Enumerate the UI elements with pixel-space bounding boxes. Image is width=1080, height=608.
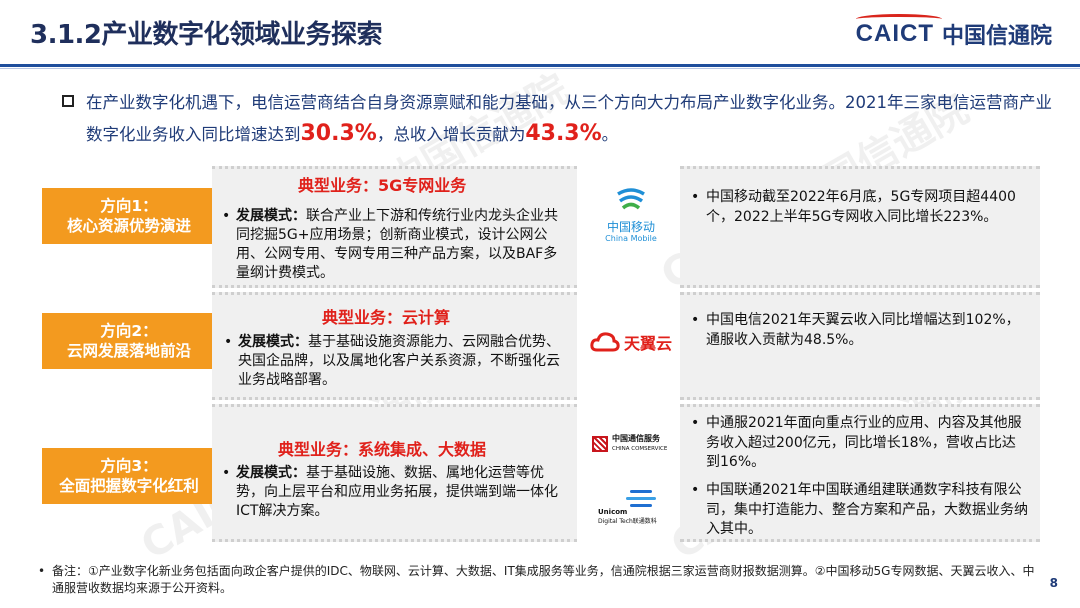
china-mobile-logo: 中国移动 China Mobile <box>598 186 664 246</box>
header-divider-thin <box>0 68 1080 69</box>
square-bullet-icon <box>62 95 74 107</box>
brand-en: CAICT <box>855 14 942 48</box>
mode-text: 联合产业上下游和传统行业内龙头企业共同挖掘5G+应用场景；创新商业模式，设计公网… <box>236 208 558 281</box>
page-title: 3.1.2产业数字化领域业务探索 <box>30 20 383 50</box>
direction-3-business-panel <box>212 404 577 542</box>
direction-1-result-panel <box>680 166 1040 288</box>
growth-rate-value: 30.3% <box>300 121 377 146</box>
direction-1-name: 核心资源优势演进 <box>66 217 191 235</box>
caict-logo: CAICT 中国信通院 <box>855 14 1052 50</box>
direction-2-number: 方向2： <box>100 322 158 340</box>
page-number: 8 <box>1049 576 1058 590</box>
footnote: • 备注：①产业数字化新业务包括面向政企客户提供的IDC、物联网、云计算、大数据、… <box>38 564 1035 595</box>
slide-header: 3.1.2产业数字化领域业务探索 CAICT 中国信通院 <box>0 0 1080 66</box>
china-comservice-logo: 中国通信服务 CHINA COMSERVICE <box>592 432 678 456</box>
header-divider <box>0 64 1080 67</box>
unicom-en: Unicom <box>598 508 628 516</box>
mode-label: 发展模式： <box>236 208 306 224</box>
comservice-icon <box>592 436 608 452</box>
direction-3-box: 方向3： 全面把握数字化红利 <box>42 448 216 504</box>
direction-3-note-2: • 中国联通2021年中国联通组建联通数字科技有限公司，集中打造能力、整合方案和产… <box>691 482 1028 537</box>
unicom-digital-tech-logo: Unicom Digital Tech联通数科 <box>596 488 676 525</box>
intro-text-3: 。 <box>601 125 619 144</box>
direction-3-mode: • 发展模式：基于基础设施、数据、属地化运营等优势，向上层平台和应用业务拓展，提供… <box>222 465 558 519</box>
direction-3-number: 方向3： <box>100 457 158 475</box>
direction-3-name: 全面把握数字化红利 <box>59 477 199 495</box>
direction-2-business-title: 典型业务：云计算 <box>322 308 451 327</box>
intro-paragraph: 在产业数字化机遇下，电信运营商结合自身资源禀赋和能力基础，从三个方向大力布局产业… <box>86 87 1056 150</box>
direction-3-business-title: 典型业务：系统集成、大数据 <box>278 440 487 459</box>
direction-1-box: 方向1： 核心资源优势演进 <box>42 188 216 244</box>
intro-text-2: ，总收入增长贡献为 <box>376 125 526 144</box>
direction-3-result-panel <box>680 404 1040 542</box>
mode-label: 发展模式： <box>236 465 306 481</box>
direction-3-note-1: • 中通服2021年面向重点行业的应用、内容及其他服务收入超过200亿元，同比增长… <box>691 415 1022 470</box>
direction-1-business-panel <box>212 166 577 288</box>
cloud-icon <box>590 332 620 352</box>
direction-2-mode: • 发展模式：基于基础设施资源能力、云网融合优势、央国企品牌，以及属地化客户关系资… <box>224 334 560 388</box>
intro-text-1: 在产业数字化机遇下，电信运营商结合自身资源禀赋和能力基础，从三个方向大力布局产业… <box>86 93 1052 144</box>
direction-2-result-panel <box>680 292 1040 400</box>
brand-cn: 中国信通院 <box>941 24 1052 49</box>
unicom-sub: Digital Tech联通数科 <box>598 518 657 525</box>
direction-2-box: 方向2： 云网发展落地前沿 <box>42 313 216 369</box>
china-mobile-cn: 中国移动 <box>606 220 655 234</box>
direction-2-note: • 中国电信2021年天翼云收入同比增幅达到102%，通服收入贡献为48.5%。 <box>691 312 1020 348</box>
comservice-en: CHINA COMSERVICE <box>612 446 668 452</box>
contribution-value: 43.3% <box>525 121 602 146</box>
tianyi-cloud-cn: 天翼云 <box>624 334 673 353</box>
mode-text: 基于基础设施、数据、属地化运营等优势，向上层平台和应用业务拓展，提供端到端一体化… <box>236 465 558 519</box>
direction-1-note: • 中国移动截至2022年6月底，5G专网项目超4400个，2022上半年5G专网… <box>691 189 1016 225</box>
direction-1-mode: • 发展模式：联合产业上下游和传统行业内龙头企业共同挖掘5G+应用场景；创新商业模… <box>222 208 558 281</box>
unicom-digital-icon <box>626 490 656 507</box>
comservice-cn: 中国通信服务 <box>612 434 660 443</box>
direction-1-business-title: 典型业务：5G专网业务 <box>298 176 467 195</box>
direction-1-number: 方向1： <box>100 197 158 215</box>
china-mobile-icon <box>617 188 645 210</box>
mode-label: 发展模式： <box>238 334 308 350</box>
tianyi-cloud-logo: 天翼云 <box>590 324 676 360</box>
mode-text: 基于基础设施资源能力、云网融合优势、央国企品牌，以及属地化客户关系资源，不断强化… <box>238 334 560 388</box>
china-mobile-en: China Mobile <box>605 234 657 243</box>
direction-2-name: 云网发展落地前沿 <box>66 342 191 360</box>
direction-2-business-panel <box>212 292 577 400</box>
